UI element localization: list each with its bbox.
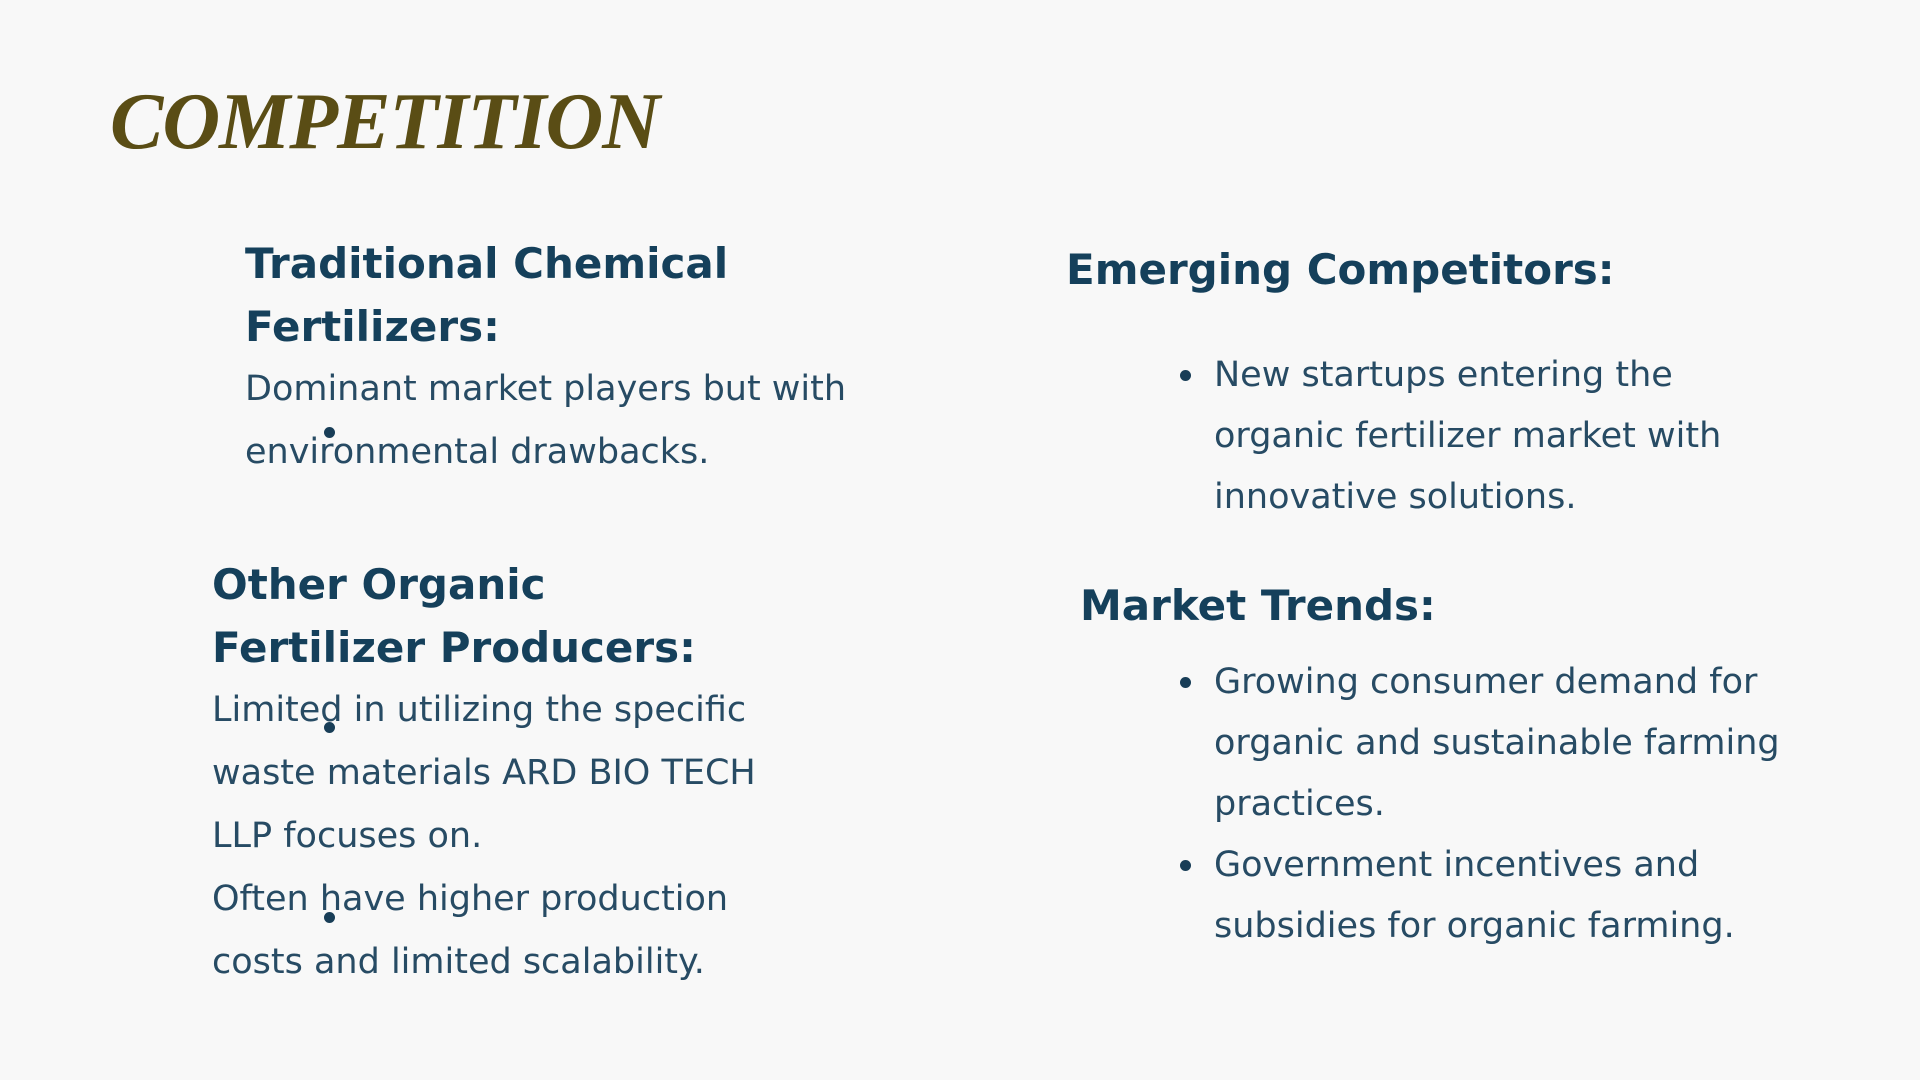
market-trends-heading: Market Trends: — [1080, 581, 1436, 630]
emerging-competitors-list: New startups entering the organic fertil… — [1180, 345, 1750, 528]
emerging-competitors-heading: Emerging Competitors: — [1066, 245, 1615, 294]
list-item: New startups entering the organic fertil… — [1180, 345, 1750, 528]
organic-producers-text: Limited in utilizing the specific waste … — [212, 679, 772, 994]
organic-producers-line: Often have higher production costs and l… — [212, 879, 729, 982]
traditional-fertilizers-line: Dominant market players but with environ… — [245, 369, 847, 472]
bullet-dot — [1180, 677, 1191, 688]
list-item: Government incentives and subsidies for … — [1180, 835, 1800, 957]
bullet-dot — [1180, 860, 1191, 871]
traditional-fertilizers-text: Dominant market players but with environ… — [245, 358, 865, 484]
bullet-dot — [324, 722, 335, 733]
organic-producers-line: Limited in utilizing the specific waste … — [212, 690, 756, 856]
organic-producers-heading: Other Organic Fertilizer Producers: — [212, 560, 696, 672]
bullet-dot — [324, 427, 335, 438]
list-item: Growing consumer demand for organic and … — [1180, 652, 1800, 835]
slide-title: COMPETITION — [110, 78, 660, 166]
bullet-dot — [1180, 370, 1191, 381]
bullet-dot — [324, 912, 335, 923]
market-trends-list: Growing consumer demand for organic and … — [1180, 652, 1800, 957]
traditional-fertilizers-heading: Traditional Chemical Fertilizers: — [245, 239, 729, 351]
